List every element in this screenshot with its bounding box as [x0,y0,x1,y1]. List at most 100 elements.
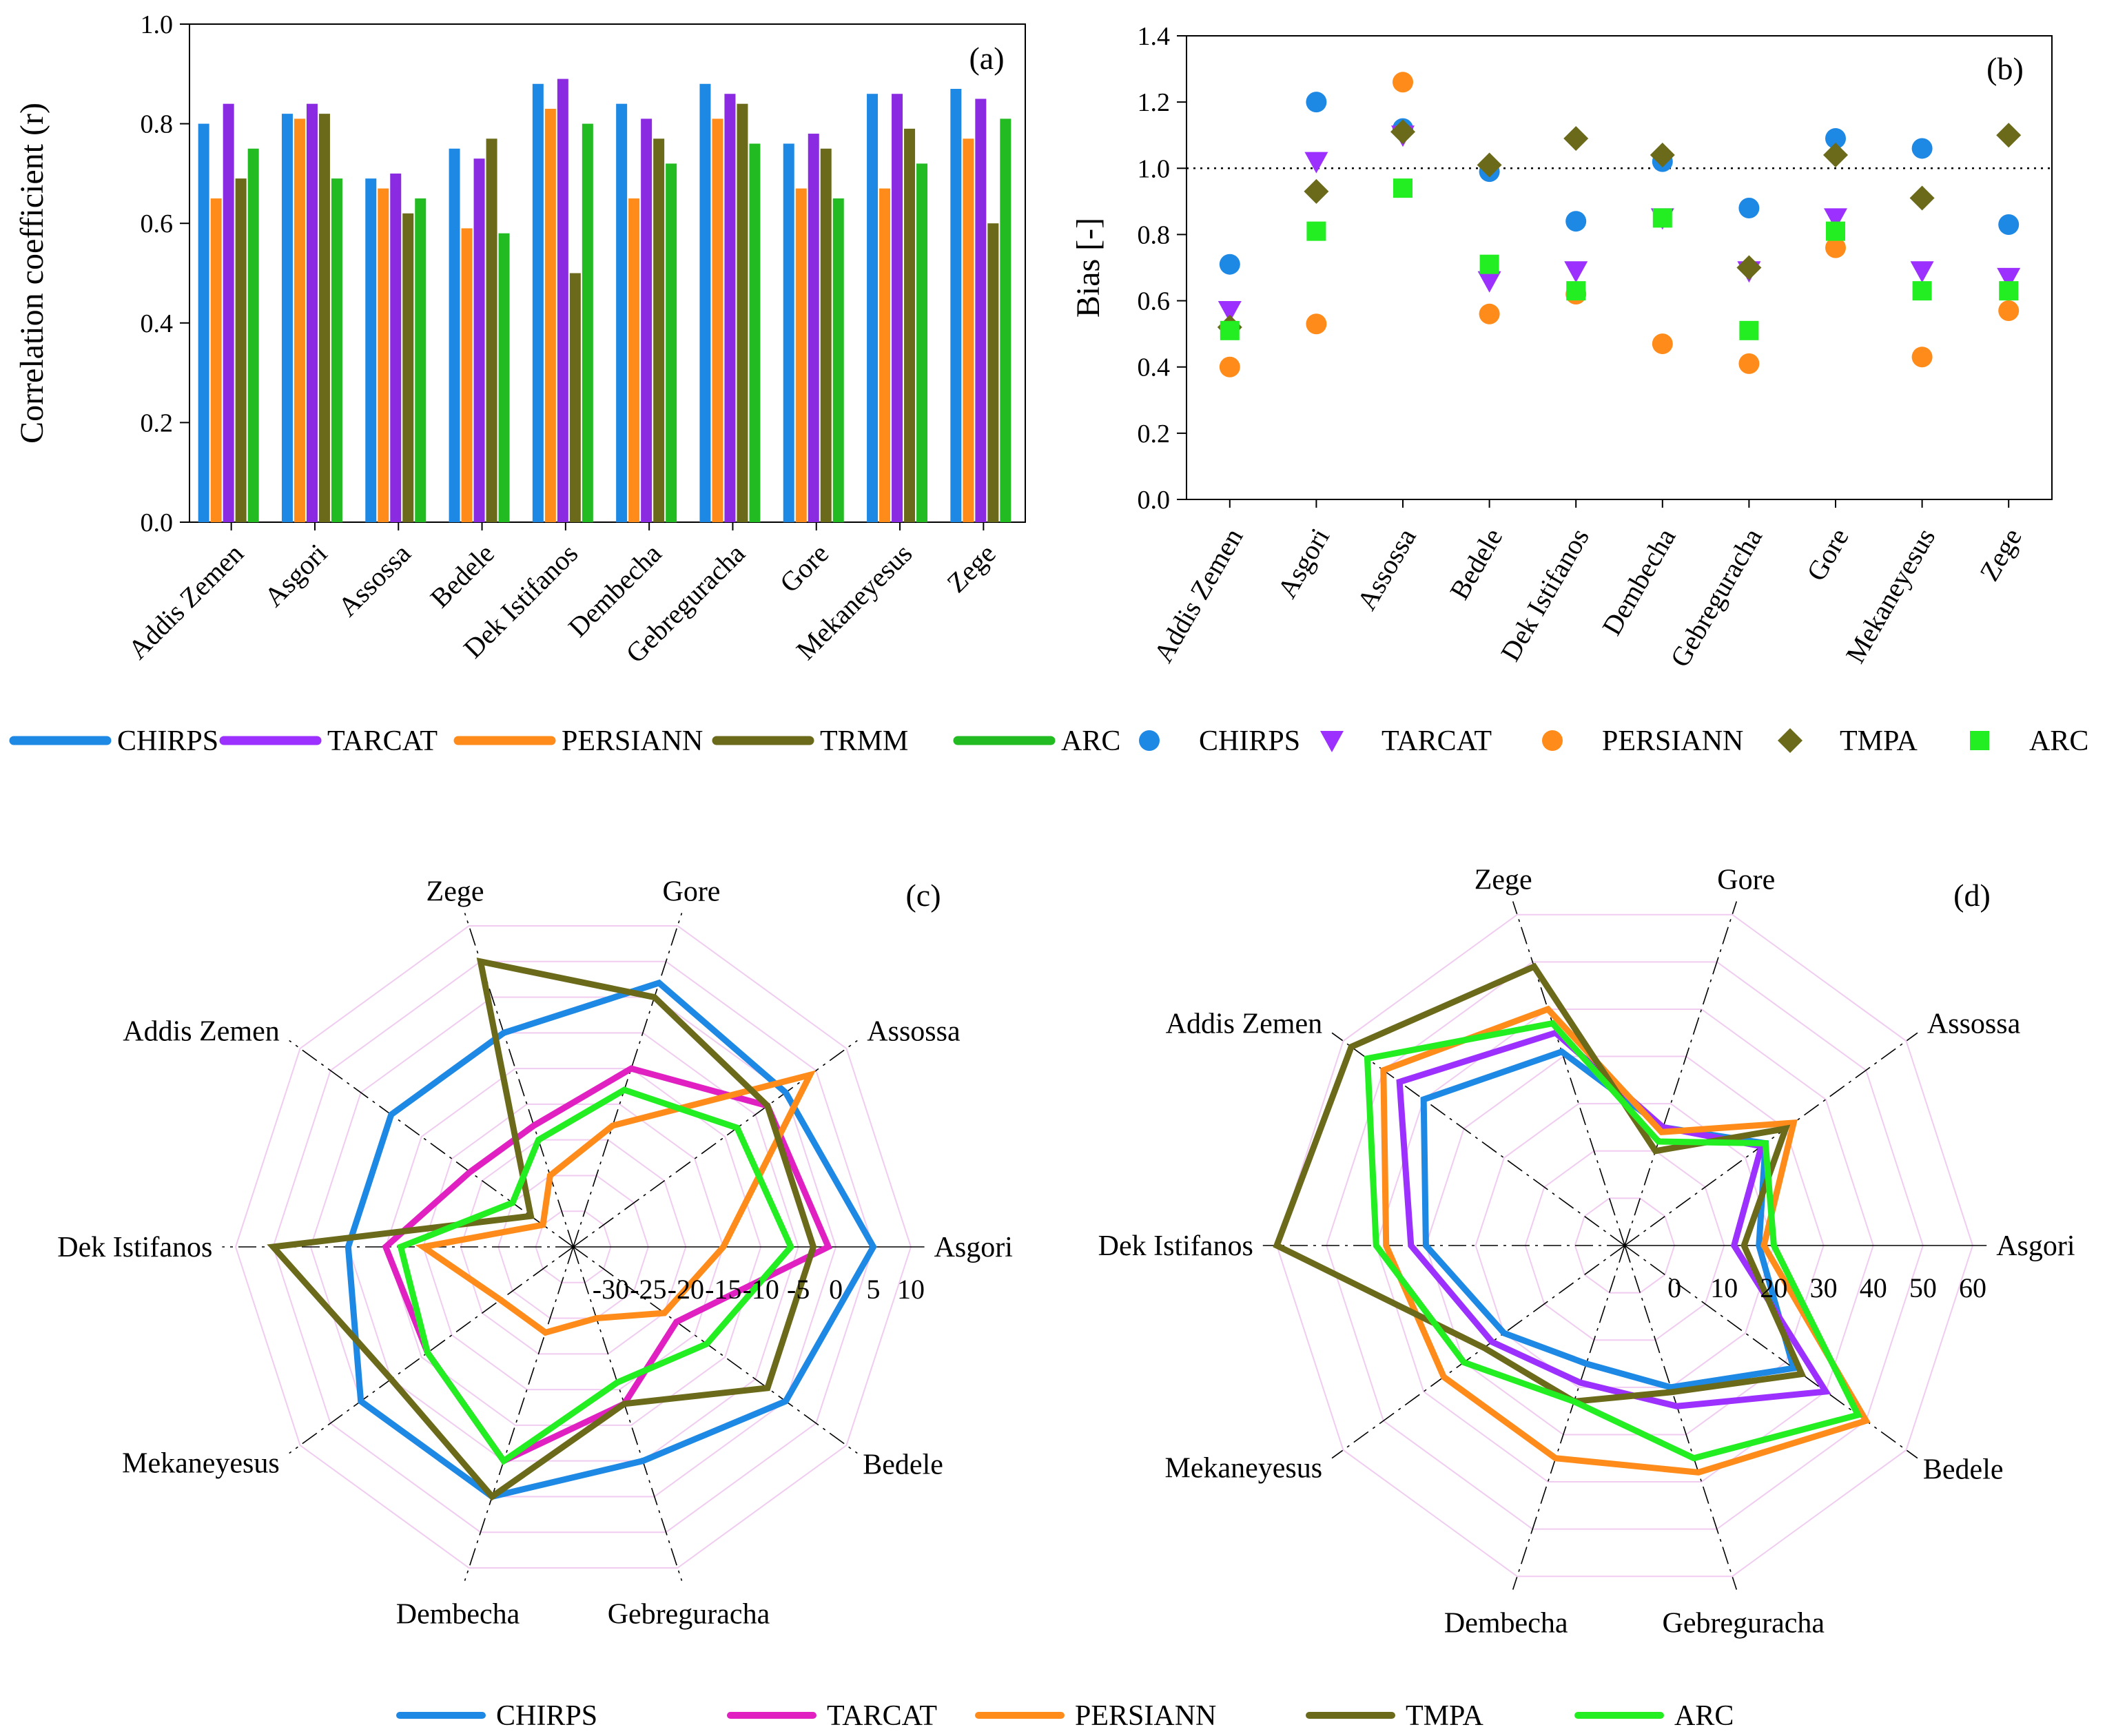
bar-tarcat-asgori [306,103,318,522]
radar-tick-label: 0 [1667,1272,1681,1303]
point-chirps-addis-zemen [1219,254,1240,275]
bar-trmm-asgori [318,114,330,522]
radar-series-tmpa [267,957,817,1501]
radar-axis-label: Assossa [1927,1008,2021,1040]
bar-persiann-dembecha [628,198,640,522]
y-tick-label: 0.8 [141,110,174,139]
bar-arc-dembecha [666,163,677,522]
radar-tick-label: -5 [787,1274,810,1305]
bar-tarcat-bedele [473,158,485,522]
radar-series-arc [1364,1020,1863,1462]
panel-b-frame [1186,35,2053,500]
point-arc-addis-zemen [1220,320,1240,340]
radar-spoke [289,1040,574,1248]
point-tarcat-zege [1997,267,2021,289]
bar-arc-mekaneyesus [916,163,928,522]
point-chirps-zege [1998,214,2020,236]
radar-spoke [289,1246,574,1454]
y-tick-label: 0.2 [141,409,174,437]
point-tmpa-asgori [1304,178,1329,204]
point-persiann-gebreguracha [1738,353,1760,374]
point-tmpa-gebreguracha [1736,255,1762,280]
radar-axis-label: Gebreguracha [608,1599,770,1631]
panel-label: (d) [1953,878,1991,913]
radar-spoke [573,1246,858,1454]
point-chirps-mekaneyesus [1911,138,1933,159]
legend-label: TMPA [1840,725,1918,757]
bar-tarcat-dek-istifanos [557,79,568,522]
radar-axis-label: Bedele [863,1449,943,1481]
panel-a-bar-chart: 0.0 0.2 0.4 0.6 0.8 1.0 Correlation coefficien… [14,10,1026,669]
radar-spoke [573,913,683,1248]
point-chirps-gebreguracha [1738,197,1760,218]
bar-chirps-gebreguracha [699,83,711,522]
x-tick-label: Assossa [1350,523,1422,615]
bar-persiann-assossa [378,188,389,522]
bar-trmm-gebreguracha [737,103,748,522]
radar-tick-label: 40 [1860,1272,1887,1303]
radar-grid-ring [1475,1103,1775,1388]
point-tarcat-addis-zemen [1218,300,1242,322]
legend-marker-arc [1970,731,1989,750]
radar-axis-label: Zege [1475,865,1532,896]
bar-chirps-gore [783,143,794,522]
radar-series-persiann [1380,1005,1871,1476]
legend-label: TMPA [1406,1700,1484,1732]
point-arc-asgori [1306,221,1326,241]
bar-persiann-gebreguracha [712,118,723,522]
x-tick-label: Gebreguracha [1664,523,1768,672]
point-arc-assossa [1393,178,1413,198]
point-tmpa-bedele [1477,152,1502,178]
bar-chirps-asgori [281,114,293,522]
point-arc-mekaneyesus [1912,281,1932,301]
bar-arc-gore [832,198,844,522]
x-tick-label: Bedele [1444,523,1509,605]
radar-tick-label: 50 [1909,1272,1937,1303]
point-arc-gebreguracha [1739,320,1759,340]
radar-tick-label: -25 [630,1274,666,1305]
radar-axis-label: Zege [427,876,484,907]
bar-tarcat-assossa [390,173,402,522]
point-persiann-addis-zemen [1219,356,1240,378]
x-tick-label: Asgori [1271,523,1335,603]
x-tick-label: Dembecha [1596,523,1682,641]
radar-series-arc [397,1086,795,1465]
y-tick-label: 0.4 [1138,353,1171,382]
point-tarcat-gore [1824,208,1847,230]
panel-label: (c) [905,878,941,913]
radar-axis-label: Dembecha [396,1599,520,1631]
y-axis-label: Bias [-] [1070,218,1107,318]
y-tick-label: 1.4 [1138,22,1171,51]
panel-b-scatter-chart: 0.0 0.2 0.4 0.6 0.8 1.0 1.2 1.4 Bias [-] (b) Addis… [1070,22,2053,672]
x-tick-label: Zege [941,538,1001,599]
radar-axis-label: Gore [1717,865,1775,896]
panel-label: (a) [969,41,1004,76]
legend-marker-chirps [1139,730,1160,751]
x-tick-label: Zege [1973,523,2028,586]
panel-d-radar-chart: 0 10 20 30 40 50 60 Asgori Bedele Gebreguracha Dem… [1098,865,2075,1640]
bar-persiann-zege [963,138,974,523]
radar-axis-label: Bedele [1923,1454,2004,1486]
bar-trmm-mekaneyesus [904,128,916,522]
point-persiann-asgori [1306,313,1327,335]
bar-chirps-mekaneyesus [867,94,879,523]
radar-tick-label: -20 [668,1274,704,1305]
radar-axis-label: Dek Istifanos [57,1232,212,1263]
point-tarcat-asgori [1304,152,1328,174]
y-tick-label: 0.2 [1138,420,1171,448]
radar-tick-label: -15 [705,1274,741,1305]
y-tick-label: 1.0 [141,10,174,39]
radar-tick-label: -10 [743,1274,779,1305]
radar-axis-label: Addis Zemen [123,1015,279,1047]
bar-tarcat-zege [975,99,987,522]
bar-tarcat-gebreguracha [724,94,736,523]
legend-marker-tarcat [1320,731,1344,752]
point-persiann-assossa [1393,72,1413,93]
bar-arc-addis-zemen [247,148,259,522]
legend-label: TARCAT [327,725,438,757]
bar-trmm-gore [820,148,832,522]
bar-arc-assossa [415,198,427,522]
bar-chirps-assossa [365,178,377,522]
bar-chirps-bedele [449,148,460,522]
